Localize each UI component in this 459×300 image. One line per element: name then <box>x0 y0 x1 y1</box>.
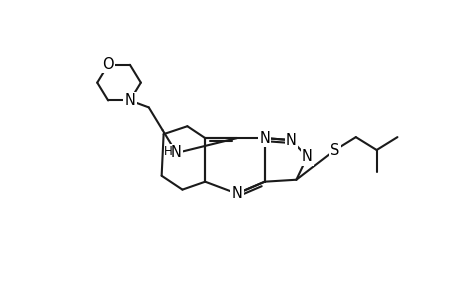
Text: N: N <box>124 93 135 108</box>
Text: H: H <box>164 146 173 158</box>
Text: S: S <box>330 142 339 158</box>
Text: O: O <box>102 57 114 72</box>
Text: N: N <box>231 186 242 201</box>
Text: N: N <box>301 149 312 164</box>
Text: N: N <box>171 146 182 160</box>
Text: N: N <box>285 133 296 148</box>
Text: N: N <box>259 130 269 146</box>
